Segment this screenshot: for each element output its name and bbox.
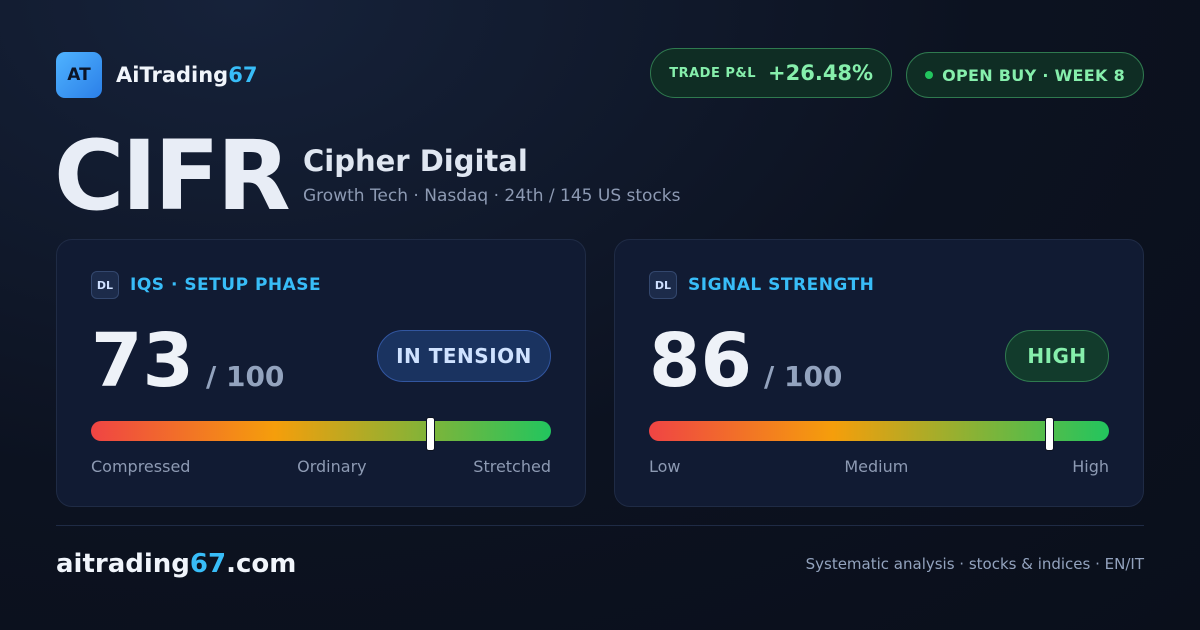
iqs-scale-mid: Ordinary [297, 457, 367, 476]
signal-gauge-bar [649, 417, 1109, 451]
signal-score-denominator: / 100 [763, 360, 843, 393]
ticker-symbol: CIFR [54, 120, 291, 232]
footer-tagline: Systematic analysis · stocks & indices ·… [805, 555, 1144, 573]
iqs-gauge-marker [426, 417, 436, 451]
signal-card-header: DL SIGNAL STRENGTH [649, 271, 874, 299]
iqs-title: IQS · SETUP PHASE [130, 275, 322, 295]
signal-gauge-marker [1045, 417, 1055, 451]
signal-scale-high: High [1072, 457, 1109, 476]
brand-name-accent: 67 [228, 63, 258, 87]
iqs-scale-high: Stretched [473, 457, 551, 476]
signal-scale: Low Medium High [649, 457, 1109, 476]
site-link-tld: .com [226, 549, 297, 579]
site-link-accent: 67 [189, 549, 227, 579]
signal-scale-low: Low [649, 457, 681, 476]
signal-state-badge: HIGH [1005, 330, 1109, 382]
trade-status-text: OPEN BUY · WEEK 8 [942, 65, 1125, 85]
company-subtitle: Growth Tech · Nasdaq · 24th / 145 US sto… [303, 186, 681, 206]
site-link[interactable]: aitrading67.com [56, 549, 296, 579]
trade-pnl-label: TRADE P&L [669, 65, 757, 81]
signal-scale-mid: Medium [844, 457, 909, 476]
signal-dl-badge: DL [649, 271, 677, 299]
signal-title: SIGNAL STRENGTH [688, 275, 875, 295]
brand-logo: AT [56, 52, 102, 98]
iqs-card-header: DL IQS · SETUP PHASE [91, 271, 321, 299]
status-dot-icon [925, 71, 934, 79]
iqs-scale-low: Compressed [91, 457, 191, 476]
trade-pnl-value: +26.48% [768, 61, 874, 85]
iqs-score: 73 / 100 [91, 324, 284, 398]
trade-pnl-pill: TRADE P&L +26.48% [650, 48, 893, 98]
header-pills: TRADE P&L +26.48% OPEN BUY · WEEK 8 [650, 48, 1144, 98]
site-link-main: aitrading [56, 549, 190, 579]
footer-divider [56, 525, 1144, 526]
brand: AT AiTrading67 [56, 52, 257, 98]
iqs-score-denominator: / 100 [205, 360, 285, 393]
company-name: Cipher Digital [303, 144, 528, 178]
signal-card: DL SIGNAL STRENGTH 86 / 100 HIGH Low Med… [614, 239, 1144, 507]
iqs-scale: Compressed Ordinary Stretched [91, 457, 551, 476]
trade-status-pill: OPEN BUY · WEEK 8 [906, 52, 1144, 98]
brand-name-main: AiTrading [116, 63, 229, 87]
iqs-score-value: 73 [91, 318, 194, 404]
iqs-dl-badge: DL [91, 271, 119, 299]
iqs-card: DL IQS · SETUP PHASE 73 / 100 IN TENSION… [56, 239, 586, 507]
brand-name: AiTrading67 [116, 63, 257, 87]
iqs-state-badge: IN TENSION [377, 330, 551, 382]
iqs-gauge-bar [91, 417, 551, 451]
signal-score-value: 86 [649, 318, 752, 404]
signal-score: 86 / 100 [649, 324, 842, 398]
